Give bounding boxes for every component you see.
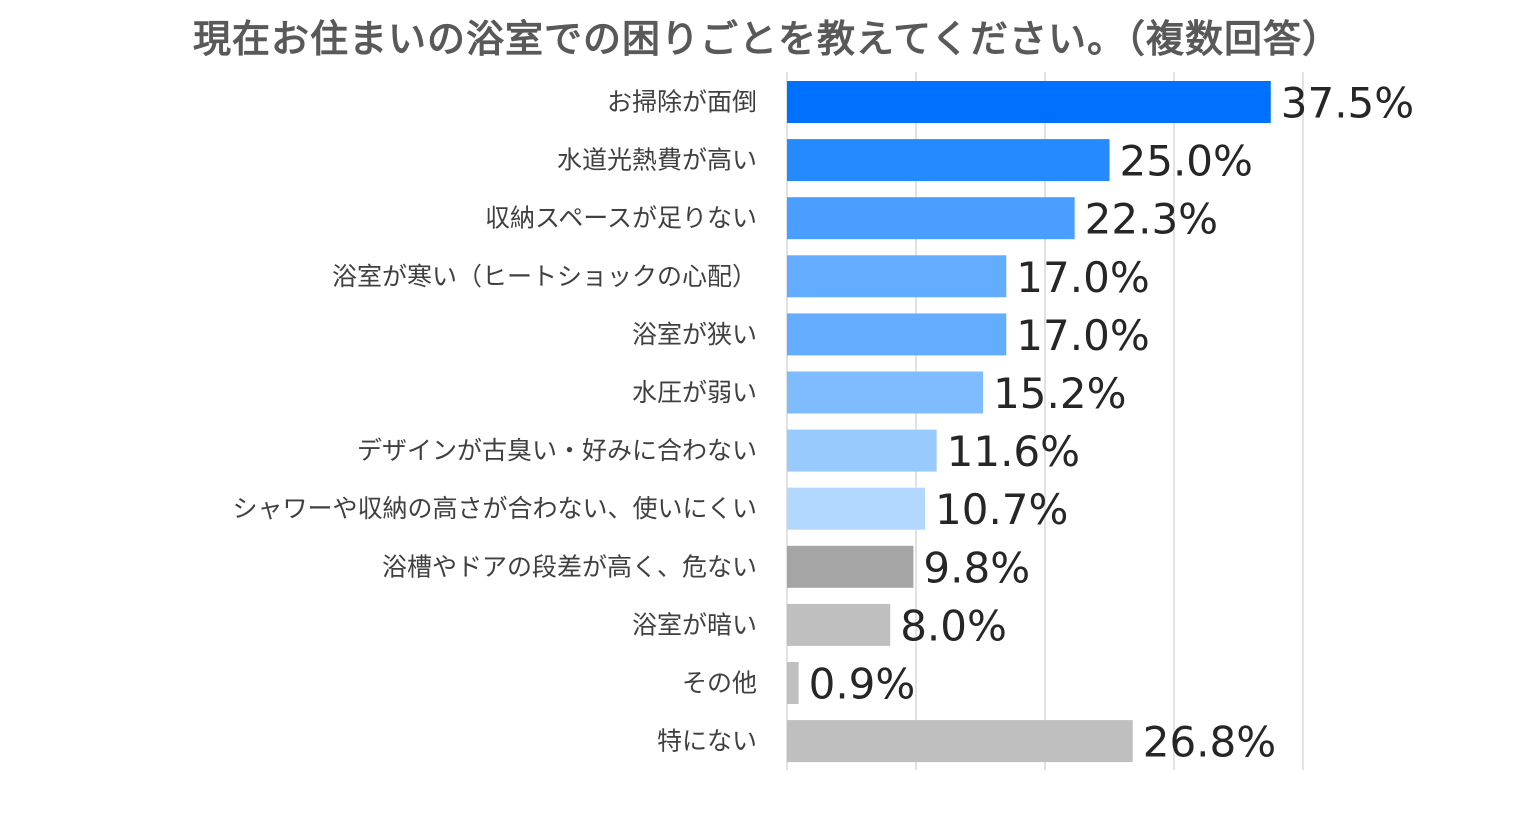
category-label: 浴槽やドアの段差が高く、危ない — [382, 552, 757, 581]
bar — [787, 81, 1271, 123]
value-label: 17.0% — [1016, 311, 1149, 360]
bar — [787, 545, 914, 588]
value-label: 37.5% — [1281, 79, 1414, 128]
category-label: 収納スペースが足りない — [485, 204, 757, 233]
value-label: 10.7% — [935, 485, 1068, 534]
chart-title: 現在お住まいの浴室での困りごとを教えてください。（複数回答） — [193, 17, 1341, 61]
value-label: 0.9% — [809, 660, 916, 709]
value-label: 25.0% — [1120, 137, 1253, 186]
category-label: 浴室が狭い — [632, 320, 757, 349]
category-label: 特にない — [657, 727, 757, 756]
value-label: 9.8% — [923, 543, 1030, 592]
bar — [787, 139, 1110, 182]
bar-layer — [787, 81, 1271, 763]
category-label: その他 — [682, 669, 757, 698]
value-label: 26.8% — [1143, 718, 1276, 767]
category-label: 水圧が弱い — [632, 378, 757, 407]
value-label: 11.6% — [947, 427, 1080, 476]
category-label: お掃除が面倒 — [607, 88, 757, 117]
bar — [787, 371, 984, 414]
value-label: 17.0% — [1016, 253, 1149, 302]
bar — [787, 197, 1075, 240]
bar — [787, 662, 799, 704]
label-layer: お掃除が面倒 37.5% 水道光熱費が高い 25.0% 収納スペースが足りない 22.3%… — [232, 79, 1414, 767]
bar — [787, 429, 937, 472]
bar — [787, 313, 1007, 356]
category-label: 水道光熱費が高い — [557, 146, 757, 175]
bar — [787, 603, 891, 646]
grid-layer — [786, 72, 1304, 770]
category-label: シャワーや収納の高さが合わない、使いにくい — [232, 494, 757, 523]
category-label: 浴室が暗い — [632, 610, 757, 639]
bar — [787, 255, 1007, 298]
bar — [787, 720, 1133, 763]
category-label: デザインが古臭い・好みに合わない — [357, 436, 757, 465]
bar — [787, 487, 926, 530]
category-label: 浴室が寒い（ヒートショックの心配） — [332, 262, 757, 291]
value-label: 15.2% — [993, 369, 1126, 418]
value-label: 8.0% — [900, 601, 1007, 650]
value-label: 22.3% — [1085, 195, 1218, 244]
